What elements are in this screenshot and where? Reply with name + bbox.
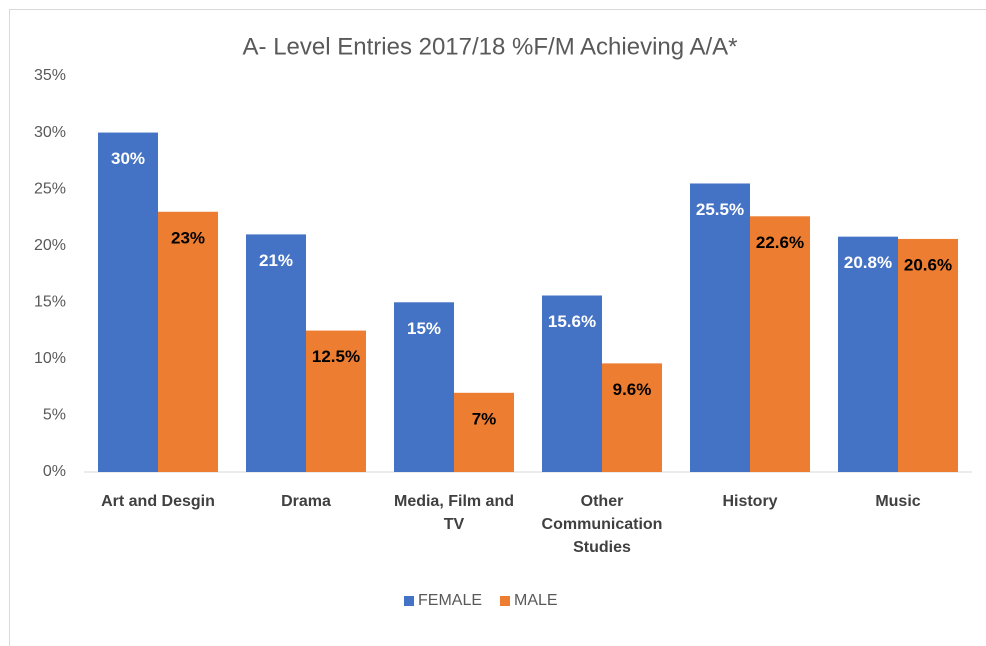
data-label: 22.6% xyxy=(756,233,804,252)
data-label: 12.5% xyxy=(312,347,360,366)
y-tick-label: 25% xyxy=(34,180,66,197)
data-label: 21% xyxy=(259,251,293,270)
data-label: 7% xyxy=(472,409,497,428)
legend-label: MALE xyxy=(514,592,558,609)
x-tick-label: Music xyxy=(875,493,921,510)
chart-title: A- Level Entries 2017/18 %F/M Achieving … xyxy=(243,33,738,60)
x-tick-label: History xyxy=(722,493,778,510)
legend-label: FEMALE xyxy=(418,592,482,609)
legend-swatch xyxy=(500,596,510,606)
y-tick-label: 0% xyxy=(43,463,66,480)
data-label: 25.5% xyxy=(696,200,744,219)
bar xyxy=(246,234,306,472)
y-tick-label: 30% xyxy=(34,124,66,141)
y-tick-label: 20% xyxy=(34,237,66,254)
data-label: 9.6% xyxy=(613,380,652,399)
bar xyxy=(98,132,158,473)
y-tick-label: 15% xyxy=(34,294,66,311)
bar xyxy=(542,295,602,472)
bar xyxy=(602,363,662,472)
data-label: 15.6% xyxy=(548,312,596,331)
legend-swatch xyxy=(404,596,414,606)
y-tick-label: 5% xyxy=(43,407,66,424)
bar xyxy=(898,238,958,472)
bar xyxy=(306,330,366,472)
y-tick-label: 35% xyxy=(34,67,66,84)
x-tick-label: Media, Film and TV xyxy=(393,493,514,533)
data-label: 20.8% xyxy=(844,253,892,272)
bar xyxy=(158,211,218,472)
data-label: 20.6% xyxy=(904,255,952,274)
x-tick-label: Drama xyxy=(281,493,331,510)
bar xyxy=(394,302,454,472)
bar xyxy=(690,183,750,472)
bar xyxy=(454,392,514,472)
bar xyxy=(838,236,898,472)
x-tick-label: Other Communication Studies xyxy=(541,493,663,556)
y-tick-label: 10% xyxy=(34,350,66,367)
chart-frame xyxy=(9,9,986,646)
x-tick-label: Art and Desgin xyxy=(101,493,215,510)
data-label: 23% xyxy=(171,228,205,247)
data-label: 15% xyxy=(407,319,441,338)
data-label: 30% xyxy=(111,149,145,168)
bar xyxy=(750,216,810,472)
